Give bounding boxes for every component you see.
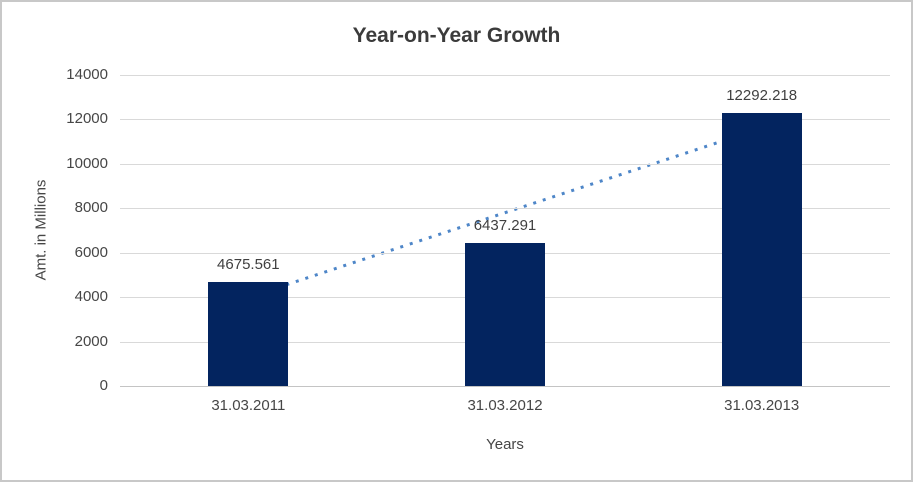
bar-data-label: 12292.218 <box>726 86 798 104</box>
y-tick-label: 4000 <box>74 288 108 306</box>
chart-title: Year-on-Year Growth <box>352 24 561 47</box>
y-tick-label: 14000 <box>66 66 108 84</box>
bar <box>721 112 802 386</box>
y-tick-label: 0 <box>99 377 108 395</box>
y-gridline <box>120 163 890 165</box>
y-axis-title: Amt. in Millions <box>32 179 50 281</box>
x-axis-line <box>120 386 890 387</box>
bar-data-label: 4675.561 <box>217 256 280 274</box>
y-tick-label: 10000 <box>66 155 108 173</box>
y-gridline <box>120 208 890 210</box>
x-tick-label: 31.03.2012 <box>467 397 543 414</box>
y-tick-label: 12000 <box>66 110 108 128</box>
y-tick-label: 8000 <box>74 199 108 217</box>
x-tick-label: 31.03.2011 <box>211 397 286 414</box>
x-tick-label: 31.03.2013 <box>724 397 800 414</box>
y-gridline <box>120 119 890 121</box>
x-axis-title: Years <box>486 436 524 453</box>
y-gridline <box>120 75 890 76</box>
plot-area: 0 2000 4000 6000 8000 10000 12000 14000 4675.561… <box>66 66 890 414</box>
bar-data-label: 6437.291 <box>473 217 537 234</box>
bar <box>465 243 545 386</box>
y-tick-label: 6000 <box>74 243 108 261</box>
y-tick-label: 2000 <box>74 332 108 350</box>
bar <box>208 282 289 386</box>
